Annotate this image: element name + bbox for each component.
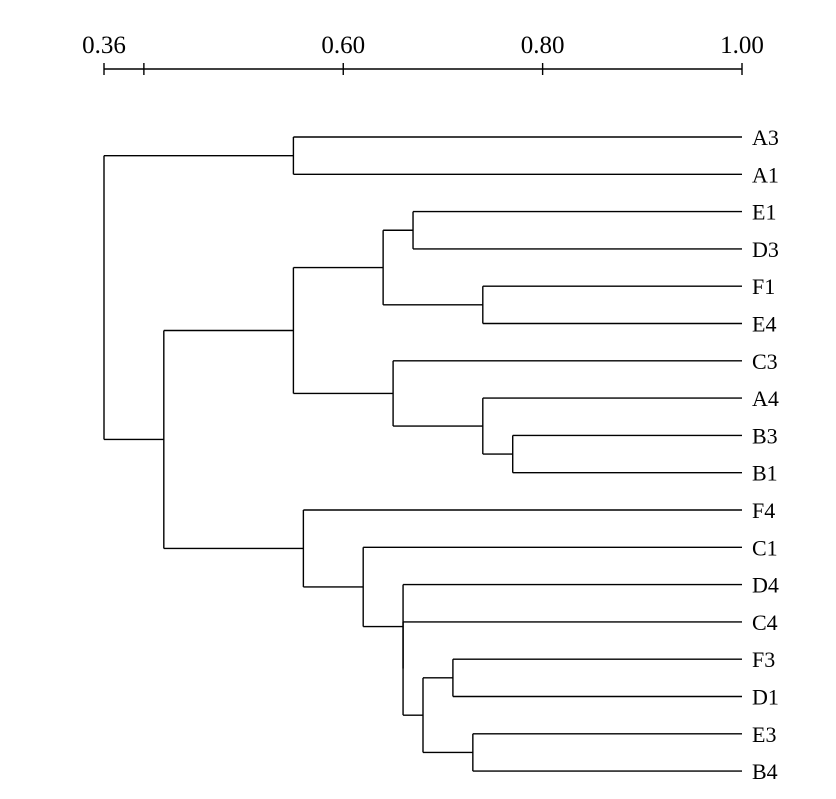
leaf-label-f4: F4 bbox=[752, 498, 775, 523]
leaf-label-b4: B4 bbox=[752, 759, 778, 784]
dendrogram-tree bbox=[103, 136, 742, 772]
leaf-label-d1: D1 bbox=[752, 685, 779, 710]
leaf-label-f1: F1 bbox=[752, 274, 775, 299]
leaf-label-b3: B3 bbox=[752, 423, 778, 448]
leaf-label-c3: C3 bbox=[752, 349, 778, 374]
leaf-label-a4: A4 bbox=[752, 386, 779, 411]
leaf-label-c1: C1 bbox=[752, 535, 778, 560]
leaf-label-e1: E1 bbox=[752, 200, 776, 225]
leaf-label-a3: A3 bbox=[752, 125, 779, 150]
axis-tick-label: 1.00 bbox=[720, 32, 764, 59]
leaf-label-f3: F3 bbox=[752, 647, 775, 672]
leaf-label-d4: D4 bbox=[752, 573, 779, 598]
leaf-label-d3: D3 bbox=[752, 237, 779, 262]
leaf-label-e4: E4 bbox=[752, 312, 776, 337]
similarity-axis: 0.36 0.60 0.80 1.00 bbox=[82, 32, 764, 75]
leaf-label-e3: E3 bbox=[752, 722, 776, 747]
axis-tick-label: 0.36 bbox=[82, 32, 126, 59]
leaf-label-b1: B1 bbox=[752, 461, 778, 486]
axis-tick-label: 0.60 bbox=[321, 32, 365, 59]
axis-tick-label: 0.80 bbox=[521, 32, 565, 59]
leaf-label-a1: A1 bbox=[752, 162, 779, 187]
leaf-labels: A3 A1 E1 D3 F1 E4 C3 A4 B3 B1 F4 C1 D4 C4 F3 D1 E3 B4 bbox=[752, 125, 779, 784]
leaf-label-c4: C4 bbox=[752, 610, 778, 635]
